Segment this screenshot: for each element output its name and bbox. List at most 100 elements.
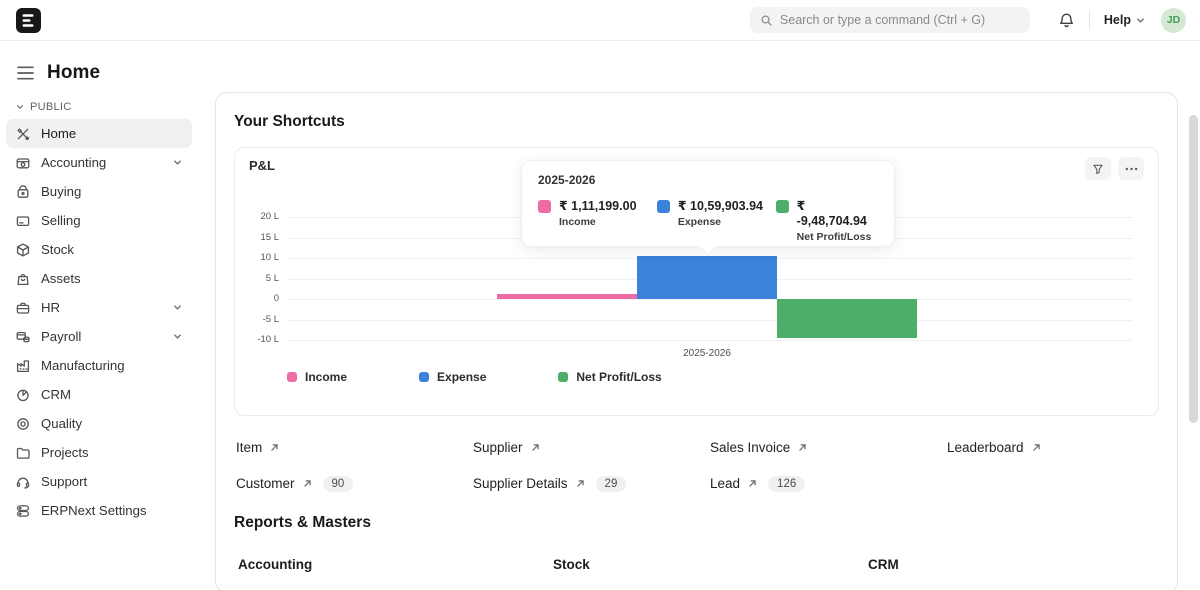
tooltip-entry-text: ₹ -9,48,704.94 Net Profit/Loss <box>797 199 878 243</box>
erpnext-logo-icon <box>22 13 34 27</box>
arrow-ne-icon <box>747 478 758 489</box>
chart-menu-button[interactable] <box>1118 157 1144 180</box>
sidebar-item-accounting[interactable]: Accounting <box>6 148 192 177</box>
shortcut-count-badge: 29 <box>595 475 627 492</box>
bar-income[interactable] <box>497 294 637 299</box>
global-search[interactable] <box>749 7 1030 33</box>
support-icon <box>15 474 31 490</box>
shortcut-label: Customer <box>236 476 295 491</box>
tooltip-color-swatch <box>538 200 551 213</box>
sidebar-item-label: Support <box>41 474 88 489</box>
shortcut-label: Item <box>236 440 263 455</box>
manufacturing-icon <box>15 358 31 374</box>
legend-color-swatch <box>558 372 569 382</box>
arrow-ne-icon <box>269 442 280 453</box>
y-tick-label: 20 L <box>260 211 280 222</box>
ellipsis-icon <box>1125 167 1137 170</box>
top-navbar: Help JD <box>0 0 1200 41</box>
hr-icon <box>15 300 31 316</box>
hamburger-menu-icon[interactable] <box>17 65 34 80</box>
sidebar-item-label: Quality <box>41 416 83 431</box>
chevron-down-icon <box>172 331 183 342</box>
help-label: Help <box>1103 13 1131 27</box>
shortcut-sales-invoice[interactable]: Sales Invoice <box>710 438 947 457</box>
notifications-button[interactable] <box>1058 12 1075 29</box>
sidebar-item-label: Stock <box>41 242 74 257</box>
sidebar-item-label: Home <box>41 126 77 141</box>
tools-icon <box>15 126 31 142</box>
legend-color-swatch <box>419 372 430 382</box>
sidebar-item-erpnext-settings[interactable]: ERPNext Settings <box>6 496 192 525</box>
shortcut-label: Supplier <box>473 440 523 455</box>
sidebar-item-quality[interactable]: Quality <box>6 409 192 438</box>
shortcut-label: Supplier Details <box>473 476 568 491</box>
sidebar-item-hr[interactable]: HR <box>6 293 192 322</box>
chevron-down-icon <box>1137 17 1144 23</box>
tooltip-entry-net-profit-loss: ₹ -9,48,704.94 Net Profit/Loss <box>775 199 878 243</box>
tooltip-entry-income: ₹ 1,11,199.00 Income <box>538 199 657 243</box>
assets-icon <box>15 271 31 287</box>
tooltip-color-swatch <box>656 200 670 213</box>
vertical-scrollbar[interactable] <box>1189 115 1198 423</box>
tooltip-entry-text: ₹ 1,11,199.00 Income <box>559 199 637 228</box>
tooltip-label: Net Profit/Loss <box>796 231 872 243</box>
shortcuts-title: Your Shortcuts <box>234 113 345 130</box>
gridline <box>287 299 1133 300</box>
shortcut-lead[interactable]: Lead 126 <box>710 474 947 493</box>
workspace-sidebar: PUBLIC Home Accounting Buying Selling Stock A… <box>0 87 200 525</box>
shortcut-supplier-details[interactable]: Supplier Details 29 <box>473 474 710 493</box>
sidebar-item-label: Payroll <box>41 329 82 344</box>
sidebar-item-home[interactable]: Home <box>6 119 192 148</box>
sidebar-item-label: Manufacturing <box>41 358 125 373</box>
report-section-crm: CRM <box>868 557 899 572</box>
tooltip-label: Expense <box>677 216 722 228</box>
sidebar-section-public[interactable]: PUBLIC <box>6 101 192 119</box>
help-menu[interactable]: Help <box>1104 13 1146 27</box>
shortcut-leaderboard[interactable]: Leaderboard <box>947 438 1184 457</box>
chart-legend: Income Expense Net Profit/Loss <box>287 370 662 384</box>
tooltip-entry-text: ₹ 10,59,903.94 Expense <box>678 199 763 228</box>
sidebar-item-support[interactable]: Support <box>6 467 192 496</box>
sidebar-item-buying[interactable]: Buying <box>6 177 192 206</box>
sidebar-item-label: ERPNext Settings <box>41 503 147 518</box>
page-title: Home <box>47 61 101 83</box>
sidebar-item-manufacturing[interactable]: Manufacturing <box>6 351 192 380</box>
shortcut-item[interactable]: Item <box>236 438 473 457</box>
topbar-divider <box>1088 11 1090 29</box>
legend-label: Net Profit/Loss <box>576 370 662 384</box>
sidebar-item-stock[interactable]: Stock <box>6 235 192 264</box>
sidebar-item-assets[interactable]: Assets <box>6 264 192 293</box>
sidebar-section-label: PUBLIC <box>30 101 72 113</box>
bar-expense[interactable] <box>637 255 777 299</box>
search-input[interactable] <box>779 13 1020 27</box>
projects-icon <box>15 445 31 461</box>
chart-filter-button[interactable] <box>1085 157 1111 180</box>
y-tick-label: 5 L <box>265 272 279 284</box>
chevron-down-icon <box>172 302 183 313</box>
shortcut-customer[interactable]: Customer 90 <box>236 474 473 493</box>
tooltip-entries: ₹ 1,11,199.00 Income ₹ 10,59,903.94 Expense… <box>538 199 878 243</box>
arrow-ne-icon <box>302 478 313 489</box>
user-avatar[interactable]: JD <box>1161 7 1186 33</box>
sidebar-item-projects[interactable]: Projects <box>6 438 192 467</box>
shortcut-label: Leaderboard <box>947 440 1024 455</box>
selling-icon <box>15 213 31 229</box>
sidebar-item-selling[interactable]: Selling <box>6 206 192 235</box>
reports-masters-title: Reports & Masters <box>234 514 371 531</box>
page-header: Home <box>0 41 1200 87</box>
y-tick-label: 10 L <box>260 252 280 263</box>
tooltip-label: Income <box>559 216 596 228</box>
arrow-ne-icon <box>575 478 586 489</box>
tooltip-title: 2025-2026 <box>538 173 596 187</box>
sidebar-item-label: Accounting <box>41 155 107 170</box>
erpnext-logo[interactable] <box>16 7 41 33</box>
sidebar-item-crm[interactable]: CRM <box>6 380 192 409</box>
sidebar-item-label: Buying <box>41 184 82 199</box>
shortcut-label: Lead <box>710 476 741 491</box>
sidebar-item-payroll[interactable]: Payroll <box>6 322 192 351</box>
shortcut-supplier[interactable]: Supplier <box>473 438 710 457</box>
x-axis-category-label: 2025-2026 <box>683 348 731 359</box>
bar-net-profit-loss[interactable] <box>777 299 917 338</box>
